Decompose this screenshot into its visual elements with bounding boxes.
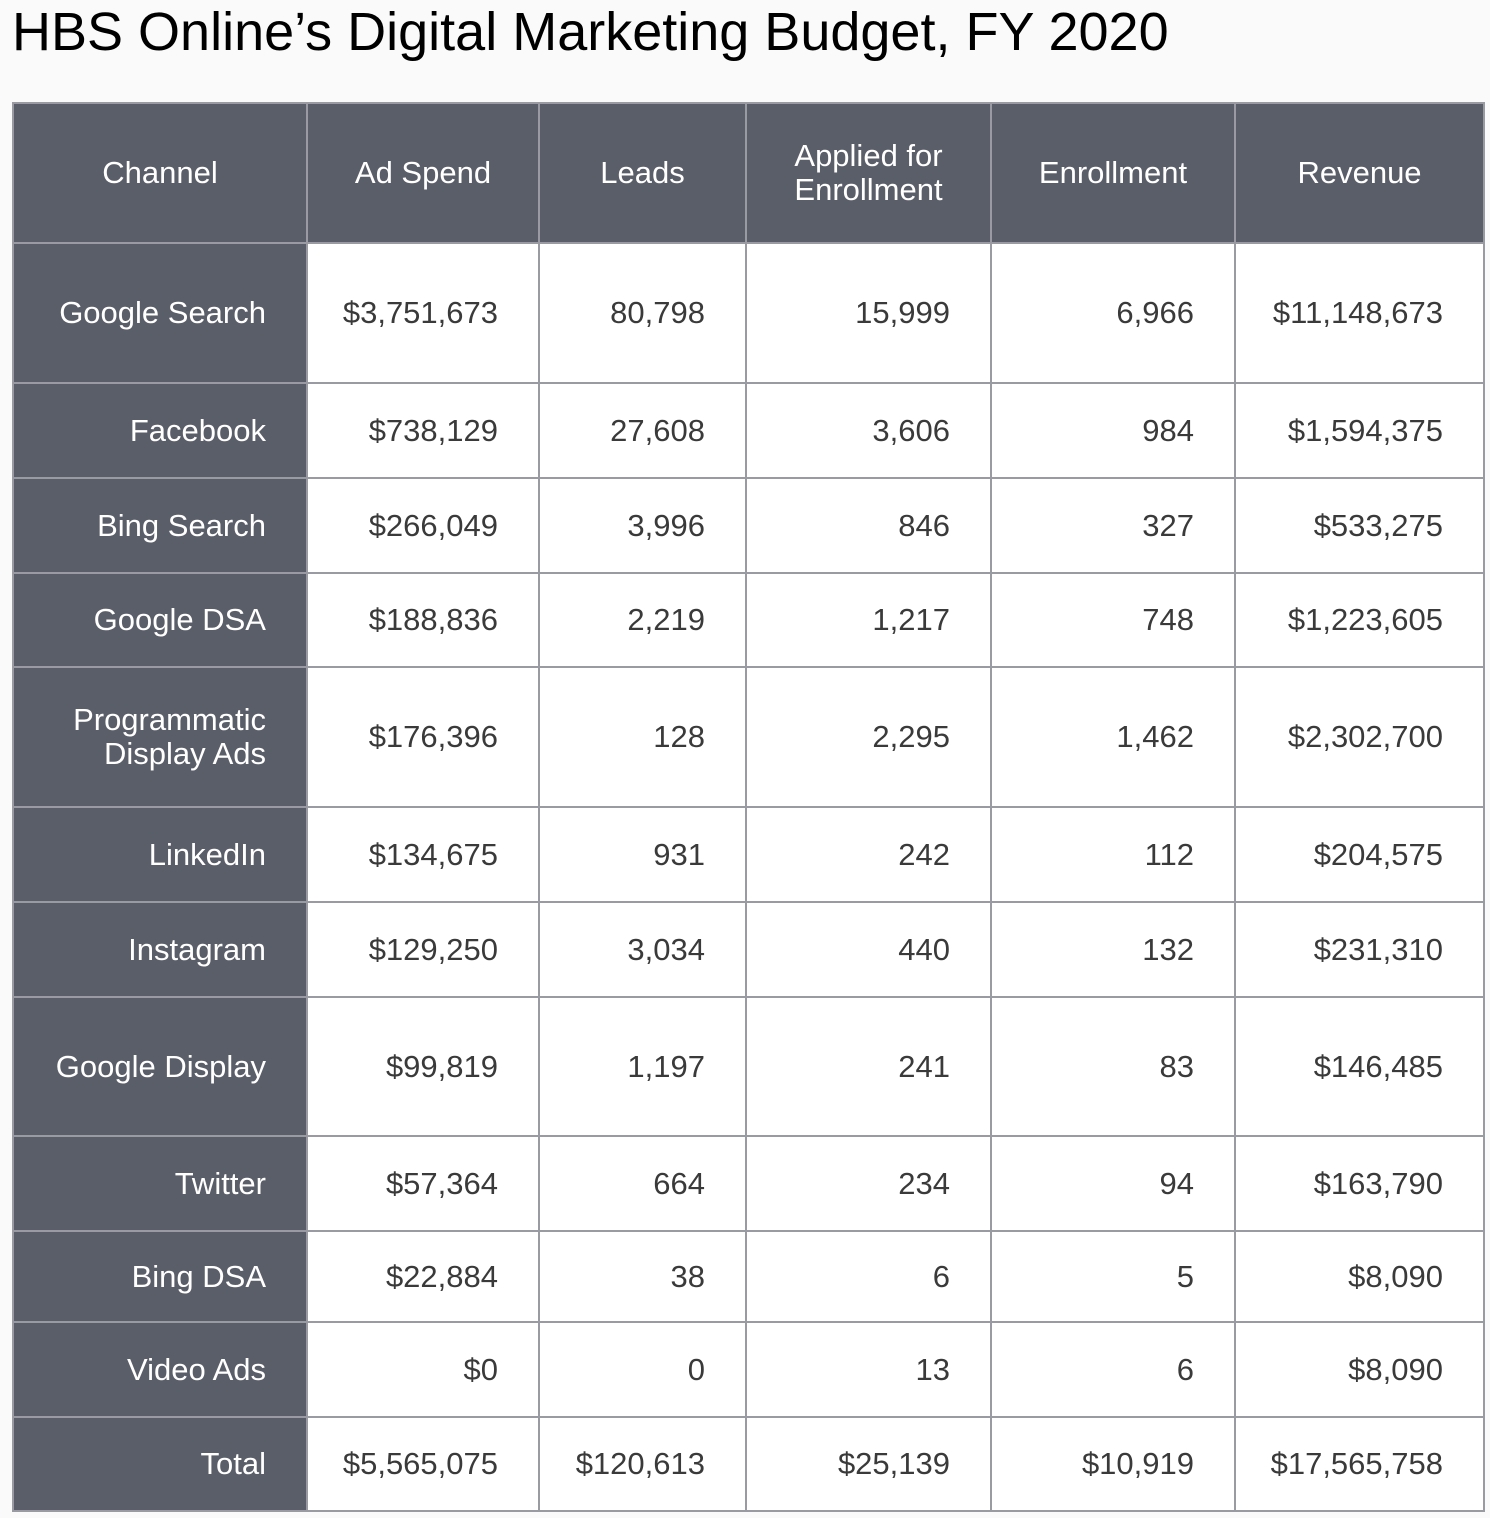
table-cell: 327 [990,477,1236,574]
table-cell: $188,836 [306,572,540,668]
table-cell: 3,606 [745,382,992,479]
table-cell: 984 [990,382,1236,479]
table-cell: 931 [538,806,747,903]
column-header: Enrollment [990,102,1236,244]
table-cell: $2,302,700 [1234,666,1485,808]
table-cell: $10,919 [990,1416,1236,1512]
table-cell: 128 [538,666,747,808]
table-cell: 27,608 [538,382,747,479]
table-cell: 234 [745,1135,992,1232]
table-cell: 846 [745,477,992,574]
row-header: Google Search [12,242,308,384]
table-cell: $266,049 [306,477,540,574]
table-row: LinkedIn $134,675 931 242 112 $204,575 [12,806,1485,903]
row-header: LinkedIn [12,806,308,903]
table-cell: 0 [538,1321,747,1418]
table-cell: $8,090 [1234,1230,1485,1323]
row-header: Instagram [12,901,308,998]
table-row: Bing DSA $22,884 38 6 5 $8,090 [12,1230,1485,1323]
table-cell: 1,197 [538,996,747,1137]
table-cell: $231,310 [1234,901,1485,998]
row-header: Facebook [12,382,308,479]
table-cell: 38 [538,1230,747,1323]
row-header: Twitter [12,1135,308,1232]
row-header: Video Ads [12,1321,308,1418]
table-cell: 748 [990,572,1236,668]
table-body: Google Search $3,751,673 80,798 15,999 6,966… [12,242,1485,1512]
table-cell: $204,575 [1234,806,1485,903]
table-cell: 112 [990,806,1236,903]
table-cell: $0 [306,1321,540,1418]
table-cell: $120,613 [538,1416,747,1512]
table-cell: 83 [990,996,1236,1137]
table-cell: $3,751,673 [306,242,540,384]
row-header: Programmatic Display Ads [12,666,308,808]
table-cell: $163,790 [1234,1135,1485,1232]
column-header: Leads [538,102,747,244]
table-row: Twitter $57,364 664 234 94 $163,790 [12,1135,1485,1232]
table-cell: $1,223,605 [1234,572,1485,668]
table-cell: $5,565,075 [306,1416,540,1512]
table-cell: 241 [745,996,992,1137]
table-cell: 80,798 [538,242,747,384]
table-cell: 664 [538,1135,747,1232]
table-row: Programmatic Display Ads $176,396 128 2,295… [12,666,1485,808]
header-row: Channel Ad Spend Leads Applied for Enrollme… [12,102,1485,244]
table-cell: 1,462 [990,666,1236,808]
table-cell: $22,884 [306,1230,540,1323]
table-cell: $129,250 [306,901,540,998]
table-cell: 6 [990,1321,1236,1418]
row-header: Total [12,1416,308,1512]
table-cell: $25,139 [745,1416,992,1512]
table-cell: 6,966 [990,242,1236,384]
table-cell: $134,675 [306,806,540,903]
page-title: HBS Online’s Digital Marketing Budget, F… [12,2,1169,62]
table-cell: 440 [745,901,992,998]
table-cell: 94 [990,1135,1236,1232]
column-header: Revenue [1234,102,1485,244]
table-cell: $533,275 [1234,477,1485,574]
table-cell: 6 [745,1230,992,1323]
table-cell: $1,594,375 [1234,382,1485,479]
table-head: Channel Ad Spend Leads Applied for Enrollme… [12,102,1485,244]
table-cell: $738,129 [306,382,540,479]
table-cell: 2,295 [745,666,992,808]
table-cell: 1,217 [745,572,992,668]
budget-table: Channel Ad Spend Leads Applied for Enrollme… [12,102,1485,1512]
table-cell: 2,219 [538,572,747,668]
table-row: Instagram $129,250 3,034 440 132 $231,310 [12,901,1485,998]
table-cell: $176,396 [306,666,540,808]
table-cell: 132 [990,901,1236,998]
table-cell: $11,148,673 [1234,242,1485,384]
row-header: Google Display [12,996,308,1137]
table-row: Total $5,565,075 $120,613 $25,139 $10,919 $17… [12,1416,1485,1512]
column-header: Ad Spend [306,102,540,244]
table-cell: $57,364 [306,1135,540,1232]
table-row: Google Display $99,819 1,197 241 83 $146,485 [12,996,1485,1137]
table-cell: 3,996 [538,477,747,574]
table-cell: 13 [745,1321,992,1418]
table-row: Bing Search $266,049 3,996 846 327 $533,275 [12,477,1485,574]
table-row: Google DSA $188,836 2,219 1,217 748 $1,223,60… [12,572,1485,668]
table-cell: $146,485 [1234,996,1485,1137]
table-cell: 3,034 [538,901,747,998]
row-header: Bing DSA [12,1230,308,1323]
table-row: Facebook $738,129 27,608 3,606 984 $1,594,375 [12,382,1485,479]
table-cell: 242 [745,806,992,903]
table-cell: 5 [990,1230,1236,1323]
table-cell: $99,819 [306,996,540,1137]
table-row: Video Ads $0 0 13 6 $8,090 [12,1321,1485,1418]
table-cell: 15,999 [745,242,992,384]
column-header: Channel [12,102,308,244]
table-row: Google Search $3,751,673 80,798 15,999 6,966… [12,242,1485,384]
table-cell: $17,565,758 [1234,1416,1485,1512]
row-header: Bing Search [12,477,308,574]
column-header: Applied for Enrollment [745,102,992,244]
row-header: Google DSA [12,572,308,668]
table-cell: $8,090 [1234,1321,1485,1418]
